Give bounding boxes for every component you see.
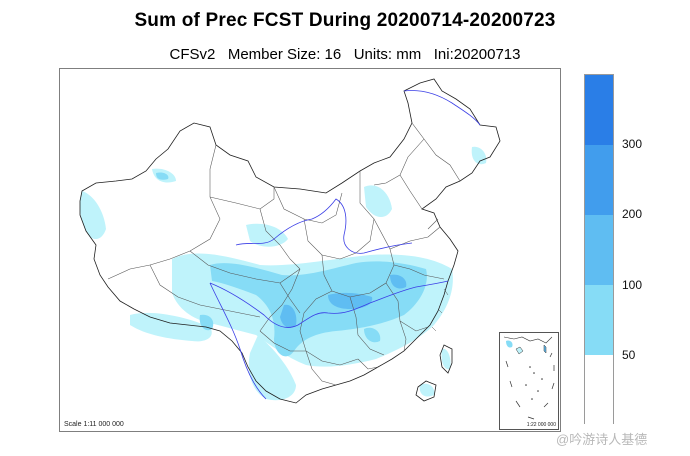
- colorbar-gt400: [585, 75, 613, 145]
- colorbar-tick-50: 50: [622, 348, 636, 362]
- precip-band-50-100-tibet-south: [130, 312, 212, 342]
- inset-coastline: [503, 336, 553, 344]
- south-china-sea-inset: 1:22 000 000: [499, 332, 559, 430]
- colorbar-tick-300: 300: [622, 137, 643, 151]
- precip-band-50-100-taiwan: [441, 348, 451, 370]
- colorbar-100-200: [585, 285, 613, 355]
- precip-band-200-300-sichuan: [280, 304, 297, 328]
- weibo-watermark: @吟游诗人基德: [556, 432, 648, 447]
- hainan-outline: [415, 380, 437, 402]
- precip-colorbar: [584, 74, 614, 425]
- rivers: [209, 90, 481, 400]
- precip-band-50-100-southwest: [248, 335, 296, 401]
- inset-nine-dash-line: [505, 352, 555, 420]
- precip-band-200-300-middle-yangtze: [328, 292, 373, 309]
- coast-islands: [431, 288, 449, 332]
- map-scale-label: Scale 1:11 000 000: [64, 421, 124, 428]
- precip-band-100-200-xinjiang-ne: [156, 172, 169, 180]
- china-outline: [79, 78, 501, 404]
- precip-band-50-100-xinjiang-west: [79, 191, 106, 240]
- taiwan-outline: [439, 344, 453, 374]
- province-boundaries: [107, 122, 461, 386]
- colorbar-200-300: [585, 215, 613, 285]
- heilongjiang-river: [403, 90, 481, 126]
- inset-islands: [525, 366, 543, 400]
- inset-precip-patch: [506, 340, 513, 348]
- colorbar-50-100: [585, 355, 613, 425]
- inset-hainan: [515, 346, 524, 355]
- precip-band-200-300-lower-yangtze: [390, 274, 407, 289]
- inset-map: [503, 336, 555, 420]
- colorbar-tick-200: 200: [622, 207, 643, 221]
- precip-shading: [79, 146, 487, 401]
- china-map: [79, 78, 501, 404]
- colorbar-tick-100: 100: [622, 278, 643, 292]
- colorbar-300-400: [585, 145, 613, 215]
- china-map-frame: Scale 1:11 000 000 1:22 000: [59, 68, 561, 432]
- chart-subtitle: CFSv2 Member Size: 16 Units: mm Ini:2020…: [169, 46, 521, 63]
- precip-band-50-100-north: [364, 185, 392, 218]
- precip-band-100-200-yangtze: [210, 261, 427, 357]
- chart-title: Sum of Prec FCST During 20200714-2020072…: [134, 10, 556, 31]
- precip-band-50-100-hainan: [419, 383, 435, 397]
- inset-scale-label: 1:22 000 000: [526, 422, 556, 428]
- inset-taiwan: [543, 344, 547, 354]
- lancang-river: [209, 282, 267, 400]
- precip-band-50-100-qinghai: [246, 223, 288, 247]
- precip-band-50-100-northeast: [471, 146, 487, 165]
- precip-band-100-200-south-china: [364, 327, 381, 343]
- yellow-river: [235, 198, 413, 254]
- yangtze-river: [209, 280, 449, 328]
